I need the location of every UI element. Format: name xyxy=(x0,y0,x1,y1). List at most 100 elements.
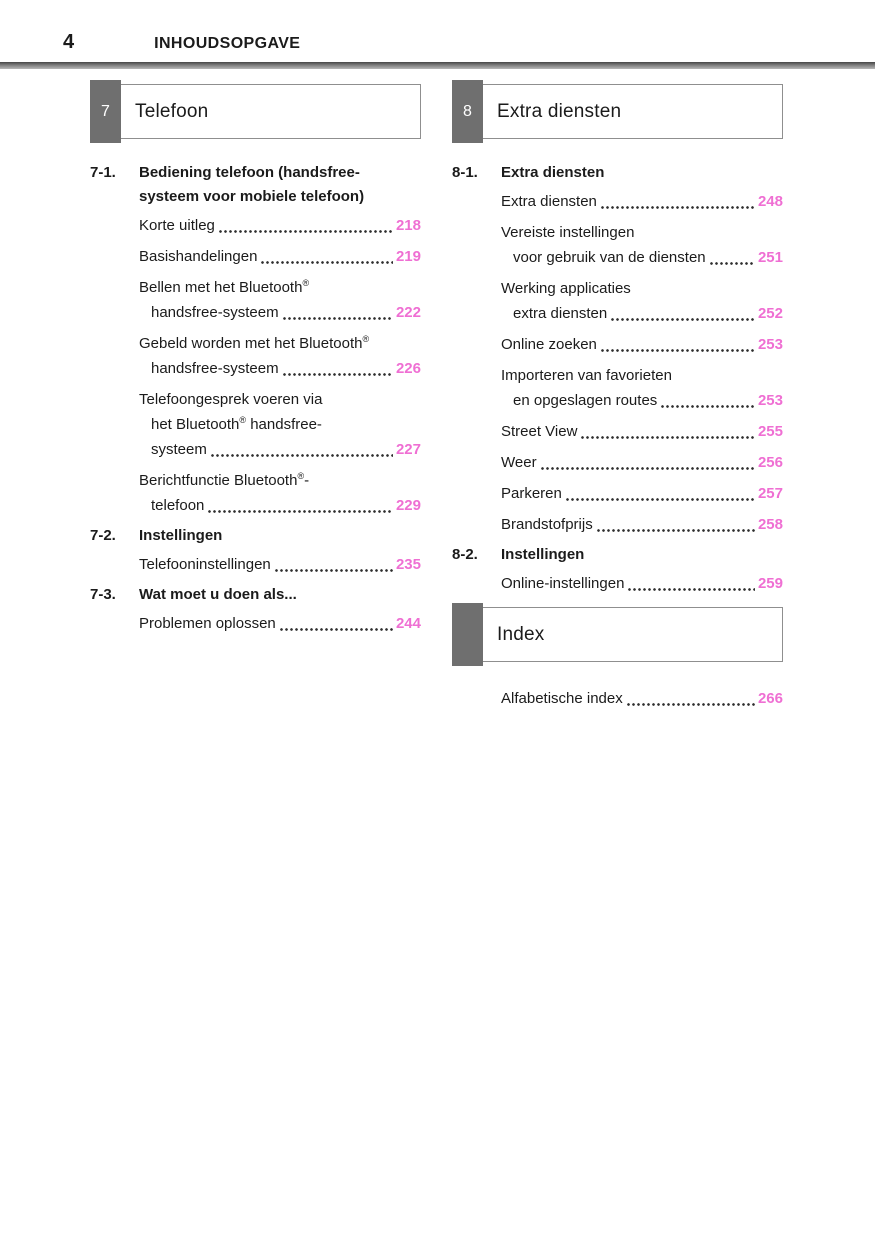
dot-leader xyxy=(207,493,393,518)
toc-entry-line: Problemen oplossen 244 xyxy=(139,611,421,636)
toc-entry-line: Importeren van favorieten xyxy=(501,363,783,388)
entry-text: Telefoongesprek voeren via xyxy=(139,391,323,408)
entry-text: telefoon xyxy=(151,497,205,514)
toc-section: 8-2. Instellingen Online-instellingen 259 xyxy=(452,543,783,596)
toc-entry[interactable]: Alfabetische index 266 xyxy=(501,686,783,711)
dot-leader xyxy=(660,388,755,413)
chapter-box-8: 8 Extra diensten xyxy=(452,80,783,143)
registered-trademark-symbol: ® xyxy=(362,334,370,344)
toc-entry-line: Vereiste instellingen xyxy=(501,220,783,245)
toc-entry[interactable]: Basishandelingen 219 xyxy=(139,244,421,269)
entry-page-number: 244 xyxy=(395,615,421,632)
section-header: 8-2. Instellingen xyxy=(452,543,783,567)
section-header: 8-1. Extra diensten xyxy=(452,161,783,185)
page-header: 4 INHOUDSOPGAVE xyxy=(63,31,812,54)
toc-entry[interactable]: Weer 256 xyxy=(501,450,783,475)
section-number: 7-2. xyxy=(90,527,116,544)
dot-leader xyxy=(217,213,393,238)
toc-entry-line: Korte uitleg 218 xyxy=(139,213,421,238)
toc-entry-line: Online-instellingen 259 xyxy=(501,571,783,596)
entry-text: handsfree-systeem xyxy=(151,304,279,321)
toc-entry[interactable]: Vereiste instellingen voor gebruik van de… xyxy=(501,220,783,270)
toc-entry-line: Brandstofprijs 258 xyxy=(501,512,783,537)
toc-entry-line: Bellen met het Bluetooth® xyxy=(139,275,421,300)
toc-entry[interactable]: Importeren van favorieten en opgeslagen r… xyxy=(501,363,783,413)
toc-entry-line: Online zoeken 253 xyxy=(501,332,783,357)
dot-leader xyxy=(595,512,755,537)
dot-leader xyxy=(539,450,755,475)
toc-entry-line: en opgeslagen routes 253 xyxy=(513,388,783,413)
entry-text: Basishandelingen xyxy=(139,248,258,265)
entry-text: Korte uitleg xyxy=(139,217,215,234)
chapter-title-7: Telefoon xyxy=(135,101,209,122)
toc-entry[interactable]: Street View 255 xyxy=(501,419,783,444)
toc-entry[interactable]: Werking applicaties extra diensten 252 xyxy=(501,276,783,326)
entry-text: Berichtfunctie Bluetooth®- xyxy=(139,471,310,490)
entry-text: het Bluetooth® handsfree- xyxy=(151,415,322,434)
entry-page-number: 253 xyxy=(757,392,783,409)
section-header: 7-3. Wat moet u doen als... xyxy=(90,583,421,607)
section-header: 7-2. Instellingen xyxy=(90,524,421,548)
entry-page-number: 256 xyxy=(757,454,783,471)
section-title-line: systeem voor mobiele telefoon) xyxy=(139,188,365,205)
page-number: 4 xyxy=(63,31,75,53)
toc-entry[interactable]: Parkeren 257 xyxy=(501,481,783,506)
toc-entry-line: handsfree-systeem 222 xyxy=(151,300,421,325)
toc-column-right: 8 Extra diensten 8-1. Extra diensten Extra d… xyxy=(452,80,783,717)
toc-entry-line: voor gebruik van de diensten 251 xyxy=(513,245,783,270)
toc-entry[interactable]: Bellen met het Bluetooth® handsfree-syste… xyxy=(139,275,421,325)
dot-leader xyxy=(599,189,755,214)
dot-leader xyxy=(260,244,393,269)
chapter-box-index: Index xyxy=(452,603,783,666)
entry-page-number: 226 xyxy=(395,360,421,377)
section-title-line: Wat moet u doen als... xyxy=(139,586,297,603)
section-title: Bediening telefoon (handsfree-systeem vo… xyxy=(139,161,364,209)
chapter-number-badge-7: 7 xyxy=(90,80,121,143)
entry-page-number: 257 xyxy=(757,485,783,502)
section-number: 7-3. xyxy=(90,586,116,603)
toc-entry[interactable]: Gebeld worden met het Bluetooth® handsfre… xyxy=(139,331,421,381)
chapter-number-badge-index xyxy=(452,603,483,666)
section-title: Instellingen xyxy=(139,524,222,548)
entry-text: Online-instellingen xyxy=(501,575,625,592)
entry-page-number: 218 xyxy=(395,217,421,234)
toc-entry[interactable]: Korte uitleg 218 xyxy=(139,213,421,238)
toc-entry-line: telefoon 229 xyxy=(151,493,421,518)
entry-text: voor gebruik van de diensten xyxy=(513,249,706,266)
toc-entry-line: het Bluetooth® handsfree- xyxy=(151,412,421,437)
toc-entry[interactable]: Telefooninstellingen 235 xyxy=(139,552,421,577)
toc-entry[interactable]: Brandstofprijs 258 xyxy=(501,512,783,537)
toc-entry-line: Alfabetische index 266 xyxy=(501,686,783,711)
chapter-title-8: Extra diensten xyxy=(497,101,622,122)
toc-entry-line: Werking applicaties xyxy=(501,276,783,301)
dot-leader xyxy=(627,571,755,596)
toc-section: 7-2. Instellingen Telefooninstellingen 235 xyxy=(90,524,421,577)
entry-page-number: 229 xyxy=(395,497,421,514)
toc-entry[interactable]: Telefoongesprek voeren via het Bluetooth®… xyxy=(139,387,421,462)
toc-entry[interactable]: Extra diensten 248 xyxy=(501,189,783,214)
toc-entry[interactable]: Online-instellingen 259 xyxy=(501,571,783,596)
entry-page-number: 251 xyxy=(757,249,783,266)
section-title-line: Bediening telefoon (handsfree- xyxy=(139,164,360,181)
entry-text: extra diensten xyxy=(513,305,608,322)
entry-text: Problemen oplossen xyxy=(139,615,276,632)
entry-text: systeem xyxy=(151,441,207,458)
entry-text: Extra diensten xyxy=(501,193,597,210)
toc-entry[interactable]: Problemen oplossen 244 xyxy=(139,611,421,636)
toc-entry-line: handsfree-systeem 226 xyxy=(151,356,421,381)
entry-text: Weer xyxy=(501,454,537,471)
toc-entry-line: Weer 256 xyxy=(501,450,783,475)
entry-text: Brandstofprijs xyxy=(501,516,593,533)
section-title: Instellingen xyxy=(501,543,584,567)
dot-leader xyxy=(209,437,393,462)
toc-entry-line: extra diensten 252 xyxy=(513,301,783,326)
toc-entry[interactable]: Online zoeken 253 xyxy=(501,332,783,357)
dot-leader xyxy=(281,356,393,381)
entry-text: Street View xyxy=(501,423,578,440)
section-number: 7-1. xyxy=(90,164,116,181)
toc-entry[interactable]: Berichtfunctie Bluetooth®- telefoon 229 xyxy=(139,468,421,518)
dot-leader xyxy=(281,300,393,325)
section-title-line: Extra diensten xyxy=(501,164,605,181)
entry-text: Telefooninstellingen xyxy=(139,556,271,573)
